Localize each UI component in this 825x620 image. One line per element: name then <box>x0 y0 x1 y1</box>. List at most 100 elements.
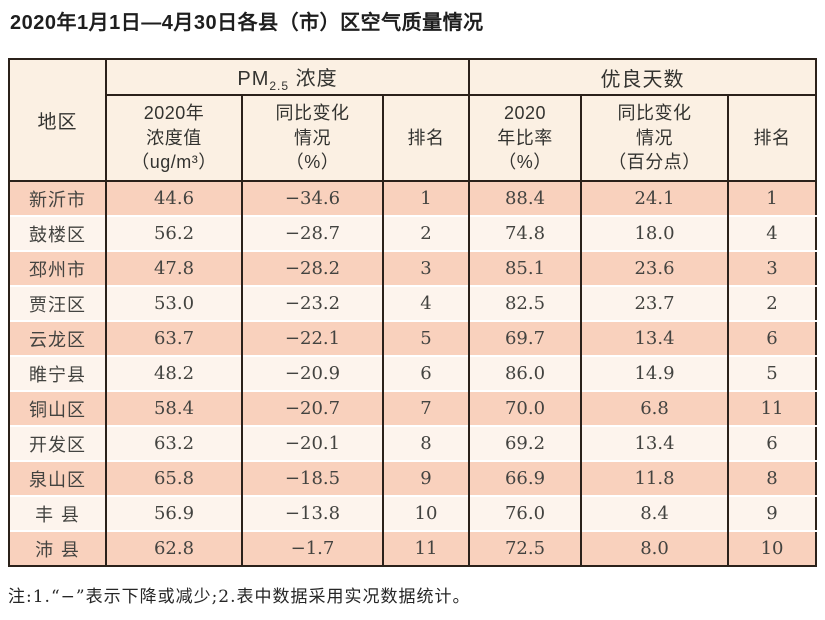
value-cell: −18.5 <box>241 460 383 496</box>
value-cell: 24.1 <box>580 181 729 216</box>
column-header-pm25-value: 2020年 浓度值 （ug/m³） <box>105 95 242 182</box>
table-row: 开发区 63.2 −20.1 8 69.2 13.4 6 <box>8 425 817 461</box>
value-cell: 56.9 <box>105 495 242 531</box>
value-cell: 13.4 <box>580 425 729 461</box>
region-cell: 新沂市 <box>8 181 106 216</box>
value-cell: 9 <box>381 460 470 496</box>
table-body: 新沂市 44.6 −34.6 1 88.4 24.1 1 鼓楼区 56.2 −28.7 2 74.8 1… <box>8 181 817 566</box>
value-cell: −13.8 <box>241 495 383 531</box>
value-cell: 8 <box>727 460 817 496</box>
value-cell: 86.0 <box>468 355 582 391</box>
value-cell: 69.2 <box>468 425 582 461</box>
value-cell: 6 <box>381 355 470 391</box>
value-cell: 63.7 <box>105 320 242 356</box>
region-cell: 沛 县 <box>8 530 106 566</box>
value-cell: 7 <box>381 390 470 426</box>
value-cell: 9 <box>727 495 817 531</box>
table-row: 泉山区 65.8 −18.5 9 66.9 11.8 8 <box>8 460 817 496</box>
value-cell: 6 <box>727 425 817 461</box>
value-cell: 18.0 <box>580 215 729 251</box>
value-cell: 5 <box>381 320 470 356</box>
table-row: 铜山区 58.4 −20.7 7 70.0 6.8 11 <box>8 390 817 426</box>
table-row: 丰 县 56.9 −13.8 10 76.0 8.4 9 <box>8 495 817 531</box>
value-cell: −28.7 <box>241 215 383 251</box>
value-cell: 11.8 <box>580 460 729 496</box>
value-cell: 44.6 <box>105 181 242 216</box>
column-group-good-days: 优良天数 <box>468 59 817 96</box>
pm25-label-subscript: 2.5 <box>269 78 290 93</box>
pm25-label-prefix: PM <box>237 67 270 90</box>
value-cell: 10 <box>727 530 817 566</box>
value-cell: 23.7 <box>580 285 729 321</box>
value-cell: 72.5 <box>468 530 582 566</box>
value-cell: 3 <box>727 250 817 286</box>
value-cell: 63.2 <box>105 425 242 461</box>
value-cell: 85.1 <box>468 250 582 286</box>
table-row: 睢宁县 48.2 −20.9 6 86.0 14.9 5 <box>8 355 817 391</box>
table-row: 邳州市 47.8 −28.2 3 85.1 23.6 3 <box>8 250 817 286</box>
value-cell: 6.8 <box>580 390 729 426</box>
value-cell: 69.7 <box>468 320 582 356</box>
column-header-gooddays-rate: 2020 年比率 （%） <box>468 95 582 182</box>
value-cell: 8.4 <box>580 495 729 531</box>
value-cell: 4 <box>381 285 470 321</box>
column-header-region: 地区 <box>8 59 106 182</box>
value-cell: 48.2 <box>105 355 242 391</box>
column-header-pm25-change: 同比变化 情况 （%） <box>241 95 383 182</box>
value-cell: 62.8 <box>105 530 242 566</box>
value-cell: 74.8 <box>468 215 582 251</box>
region-cell: 鼓楼区 <box>8 215 106 251</box>
value-cell: 65.8 <box>105 460 242 496</box>
column-header-pm25-rank: 排名 <box>381 95 470 182</box>
value-cell: −22.1 <box>241 320 383 356</box>
value-cell: 13.4 <box>580 320 729 356</box>
value-cell: −23.2 <box>241 285 383 321</box>
column-group-pm25: PM2.5 浓度 <box>104 59 470 96</box>
region-cell: 泉山区 <box>8 460 106 496</box>
value-cell: −28.2 <box>241 250 383 286</box>
value-cell: −1.7 <box>241 530 383 566</box>
table-row: 贾汪区 53.0 −23.2 4 82.5 23.7 2 <box>8 285 817 321</box>
value-cell: 76.0 <box>468 495 582 531</box>
value-cell: 11 <box>381 530 470 566</box>
value-cell: 70.0 <box>468 390 582 426</box>
region-cell: 开发区 <box>8 425 106 461</box>
value-cell: 23.6 <box>580 250 729 286</box>
air-quality-table: 地区 PM2.5 浓度 优良天数 2020年 浓度值 （ug/m³） 同比变化 … <box>8 58 818 567</box>
sub-header-row: 2020年 浓度值 （ug/m³） 同比变化 情况 （%） 排名 2020 年比… <box>9 95 817 182</box>
column-header-gooddays-rank: 排名 <box>727 95 817 182</box>
table-row: 沛 县 62.8 −1.7 11 72.5 8.0 10 <box>8 530 817 566</box>
value-cell: −20.1 <box>241 425 383 461</box>
value-cell: 82.5 <box>468 285 582 321</box>
value-cell: 47.8 <box>105 250 242 286</box>
value-cell: 14.9 <box>580 355 729 391</box>
value-cell: 66.9 <box>468 460 582 496</box>
value-cell: 11 <box>727 390 817 426</box>
table-row: 鼓楼区 56.2 −28.7 2 74.8 18.0 4 <box>8 215 817 251</box>
value-cell: 2 <box>727 285 817 321</box>
value-cell: 56.2 <box>105 215 242 251</box>
region-cell: 邳州市 <box>8 250 106 286</box>
value-cell: −20.9 <box>241 355 383 391</box>
group-header-row: 地区 PM2.5 浓度 优良天数 <box>8 59 817 182</box>
value-cell: −34.6 <box>241 181 383 216</box>
value-cell: 1 <box>381 181 470 216</box>
table-row: 新沂市 44.6 −34.6 1 88.4 24.1 1 <box>8 181 817 216</box>
region-cell: 睢宁县 <box>8 355 106 391</box>
value-cell: 8 <box>381 425 470 461</box>
value-cell: 1 <box>727 181 817 216</box>
value-cell: 10 <box>381 495 470 531</box>
value-cell: 2 <box>381 215 470 251</box>
column-header-gooddays-change: 同比变化 情况 （百分点） <box>580 95 729 182</box>
page-title: 2020年1月1日—4月30日各县（市）区空气质量情况 <box>10 12 484 34</box>
value-cell: −20.7 <box>241 390 383 426</box>
value-cell: 58.4 <box>105 390 242 426</box>
value-cell: 4 <box>727 215 817 251</box>
value-cell: 53.0 <box>105 285 242 321</box>
footnote: 注:1.“−”表示下降或减少;2.表中数据采用实况数据统计。 <box>8 587 471 607</box>
table-row: 云龙区 63.7 −22.1 5 69.7 13.4 6 <box>8 320 817 356</box>
region-cell: 丰 县 <box>8 495 106 531</box>
value-cell: 88.4 <box>468 181 582 216</box>
table-header: 地区 PM2.5 浓度 优良天数 2020年 浓度值 （ug/m³） 同比变化 … <box>8 59 817 182</box>
